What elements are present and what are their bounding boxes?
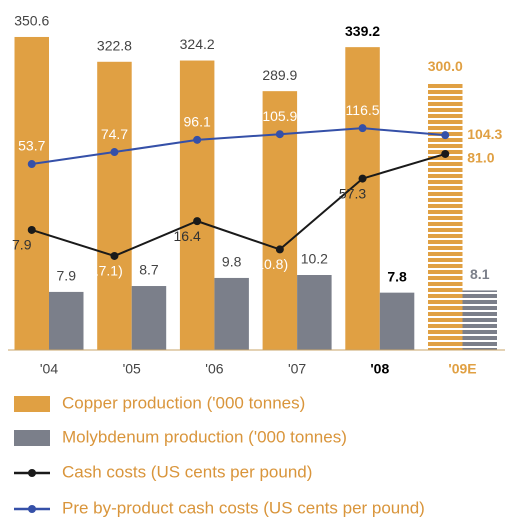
bar bbox=[14, 36, 49, 350]
legend-label: Cash costs (US cents per pound) bbox=[62, 462, 312, 481]
plot-area: 350.6 322.8 324.2 289.9 339.2 300.0 7.9 8.7 9.8 1… bbox=[8, 13, 505, 377]
line-point bbox=[275, 245, 284, 254]
bar-value-label: 10.2 bbox=[301, 251, 328, 267]
bar bbox=[428, 82, 463, 351]
line bbox=[31, 127, 446, 166]
line-point bbox=[358, 124, 367, 133]
bar-value-label: 8.1 bbox=[470, 266, 490, 282]
x-tick-label: '06 bbox=[205, 361, 223, 377]
x-tick-label: '04 bbox=[40, 361, 58, 377]
bar bbox=[131, 286, 167, 350]
x-tick-label: '09E bbox=[448, 361, 476, 377]
bar-value-label: 324.2 bbox=[180, 36, 215, 52]
line-value-label: 57.3 bbox=[339, 185, 366, 201]
bar-value-label: 339.2 bbox=[345, 23, 380, 39]
line-point bbox=[358, 174, 367, 183]
legend-swatch bbox=[14, 430, 50, 446]
line-value-label: (10.8) bbox=[252, 256, 289, 272]
legend-swatch bbox=[28, 505, 36, 513]
bar-value-label: 289.9 bbox=[262, 67, 297, 83]
x-tick-label: '07 bbox=[288, 361, 306, 377]
x-tick-label: '05 bbox=[123, 361, 141, 377]
bar bbox=[179, 60, 215, 351]
legend-label: Copper production ('000 tonnes) bbox=[62, 393, 305, 412]
bar bbox=[262, 91, 298, 351]
bar bbox=[97, 61, 132, 351]
bar-value-label: 7.8 bbox=[387, 268, 407, 284]
line-value-label: 116.5 bbox=[346, 102, 380, 118]
line-value-label: 74.7 bbox=[101, 126, 128, 142]
line bbox=[31, 152, 446, 258]
line-point bbox=[193, 135, 202, 144]
bar-value-label: 322.8 bbox=[97, 37, 132, 53]
line-point bbox=[27, 225, 36, 234]
line-point bbox=[110, 148, 119, 157]
line-value-label: (17.1) bbox=[86, 263, 123, 279]
bar bbox=[49, 291, 84, 350]
bar-value-label: 7.9 bbox=[57, 268, 77, 284]
legend-swatch bbox=[28, 469, 36, 477]
legend-label: Pre by-product cash costs (US cents per … bbox=[62, 498, 425, 517]
legend-swatch bbox=[14, 396, 50, 412]
legend-label: Molybdenum production ('000 tonnes) bbox=[62, 427, 347, 446]
line-value-label: 96.1 bbox=[184, 114, 211, 130]
line-value-label: 104.3 bbox=[467, 126, 502, 142]
line-point bbox=[441, 131, 450, 140]
line-point bbox=[441, 149, 450, 158]
bar bbox=[214, 277, 249, 350]
bar bbox=[345, 47, 380, 351]
bar bbox=[379, 292, 415, 350]
line-value-label: 53.7 bbox=[18, 138, 45, 154]
bar bbox=[297, 275, 332, 350]
line-point bbox=[27, 160, 36, 169]
bar-value-label: 9.8 bbox=[222, 254, 242, 270]
bar bbox=[462, 290, 497, 350]
line-value-label: 105.9 bbox=[262, 108, 297, 124]
line-value-label: 81.0 bbox=[467, 150, 494, 166]
bar-value-label: 300.0 bbox=[428, 58, 463, 74]
line-value-label: 16.4 bbox=[174, 228, 201, 244]
line-point bbox=[275, 130, 284, 139]
line-value-label: 7.9 bbox=[12, 237, 32, 253]
x-tick-label: '08 bbox=[370, 361, 389, 377]
line-point bbox=[193, 217, 202, 226]
bar-value-label: 350.6 bbox=[14, 13, 49, 29]
line-point bbox=[110, 251, 119, 260]
legend: Copper production ('000 tonnes) Molybdenu… bbox=[14, 393, 425, 517]
bar-value-label: 8.7 bbox=[139, 262, 159, 278]
